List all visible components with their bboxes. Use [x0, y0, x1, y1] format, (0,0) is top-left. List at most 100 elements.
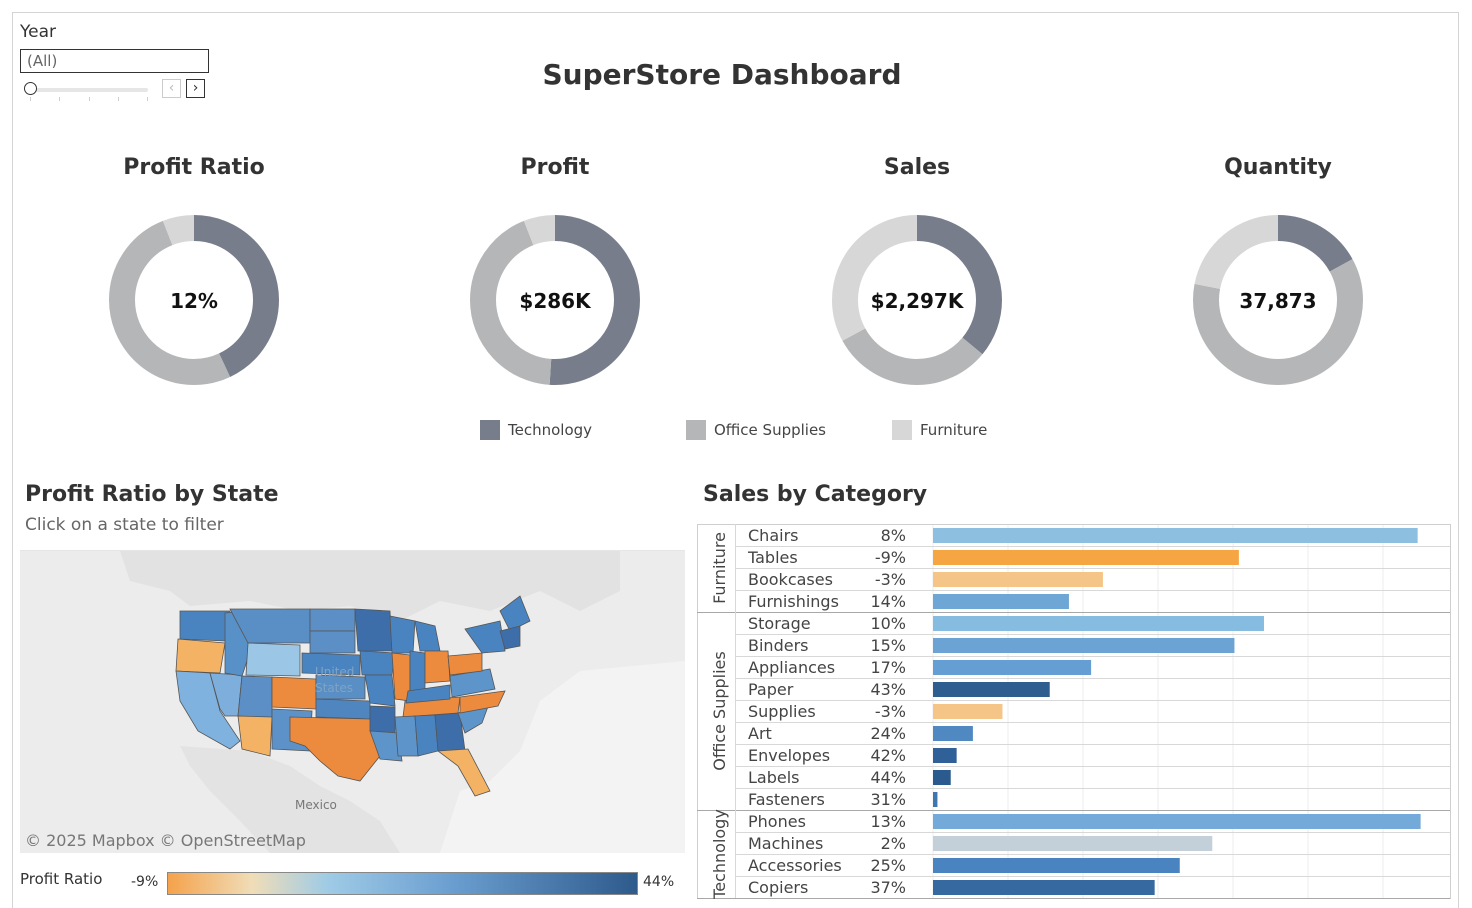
bar-fasteners[interactable]	[933, 792, 938, 807]
bar-chairs[interactable]	[933, 528, 1418, 543]
bar-chart-svg[interactable]: Chairs 8% Tables -9% Bookcases -3% Furnishings…	[697, 522, 1452, 902]
slider-tick	[147, 97, 148, 101]
donut-profit-ratio[interactable]	[108, 214, 280, 386]
kpi-value-quantity: 37,873	[1239, 289, 1317, 313]
bar-art[interactable]	[933, 726, 973, 741]
bar-profit-ratio-fasteners: 31%	[870, 790, 906, 809]
legend-swatch-office-supplies[interactable]	[686, 420, 706, 440]
bar-label-phones: Phones	[748, 812, 806, 831]
bar-appliances[interactable]	[933, 660, 1092, 675]
state-new-england[interactable]	[499, 625, 521, 650]
state-mississippi[interactable]	[394, 715, 419, 757]
year-slider-handle[interactable]	[24, 82, 37, 95]
bar-label-fasteners: Fasteners	[748, 790, 825, 809]
state-indiana[interactable]	[409, 650, 426, 694]
bar-profit-ratio-phones: 13%	[870, 812, 906, 831]
bar-envelopes[interactable]	[933, 748, 957, 763]
map-attribution[interactable]: © 2025 Mapbox © OpenStreetMap	[25, 831, 306, 850]
state-alabama[interactable]	[414, 714, 439, 757]
bar-copiers[interactable]	[933, 880, 1155, 895]
donut-segment-office-supplies[interactable]	[470, 215, 640, 385]
bar-profit-ratio-labels: 44%	[870, 768, 906, 787]
bar-profit-ratio-appliances: 17%	[870, 658, 906, 677]
donut-segment-furniture[interactable]	[470, 215, 640, 385]
bar-label-furnishings: Furnishings	[748, 592, 839, 611]
bar-phones[interactable]	[933, 814, 1421, 829]
bar-bookcases[interactable]	[933, 572, 1103, 587]
state-arkansas[interactable]	[369, 705, 396, 734]
state-minnesota[interactable]	[354, 608, 393, 652]
state-kentucky[interactable]	[405, 684, 451, 704]
state-colorado[interactable]	[271, 676, 317, 710]
bar-tables[interactable]	[933, 550, 1239, 565]
state-oklahoma[interactable]	[315, 698, 371, 720]
legend-swatch-technology[interactable]	[480, 420, 500, 440]
donut-segment-furniture[interactable]	[1193, 215, 1363, 385]
state-north-dakota[interactable]	[309, 608, 356, 632]
bar-label-storage: Storage	[748, 614, 811, 633]
legend-swatch-furniture[interactable]	[892, 420, 912, 440]
state-wisconsin[interactable]	[389, 615, 416, 654]
state-washington[interactable]	[179, 610, 231, 642]
bar-label-appliances: Appliances	[748, 658, 835, 677]
state-kansas[interactable]	[315, 674, 366, 700]
donut-quantity[interactable]	[1192, 214, 1364, 386]
legend-label-technology[interactable]: Technology	[508, 421, 593, 439]
chevron-right-icon[interactable]: ›	[186, 79, 205, 98]
map-canvas[interactable]: United States Mexico	[20, 551, 685, 853]
bar-label-art: Art	[748, 724, 772, 743]
bar-supplies[interactable]	[933, 704, 1003, 719]
donut-profit[interactable]	[469, 214, 641, 386]
state-missouri[interactable]	[364, 674, 396, 707]
bar-label-envelopes: Envelopes	[748, 746, 830, 765]
year-filter-dropdown[interactable]: (All)	[20, 49, 209, 73]
ocean	[440, 661, 685, 853]
category-label-technology: Technology	[710, 809, 729, 900]
bar-profit-ratio-machines: 2%	[881, 834, 906, 853]
state-louisiana[interactable]	[369, 730, 403, 762]
state-south-dakota[interactable]	[309, 630, 356, 654]
slider-tick	[30, 97, 31, 101]
donut-segment-office-supplies[interactable]	[109, 215, 279, 385]
profit-ratio-color-scale	[167, 872, 638, 895]
sales-by-category-chart[interactable]: Chairs 8% Tables -9% Bookcases -3% Furnishings…	[697, 522, 1452, 902]
donut-sales[interactable]	[831, 214, 1003, 386]
chevron-left-icon[interactable]: ‹	[162, 79, 181, 98]
legend-label-office-supplies[interactable]: Office Supplies	[714, 421, 827, 439]
state-wyoming[interactable]	[245, 642, 301, 677]
state-nebraska[interactable]	[301, 652, 361, 676]
bar-labels[interactable]	[933, 770, 951, 785]
kpi-value-profit-ratio: 12%	[170, 289, 218, 313]
bar-accessories[interactable]	[933, 858, 1180, 873]
state-map[interactable]: United States Mexico	[20, 550, 685, 853]
legend-label-furniture[interactable]: Furniture	[920, 421, 988, 439]
bar-paper[interactable]	[933, 682, 1050, 697]
bar-label-machines: Machines	[748, 834, 823, 853]
state-pennsylvania[interactable]	[447, 652, 483, 676]
state-new-york[interactable]	[464, 620, 506, 654]
donut-segment-furniture[interactable]	[832, 215, 1002, 385]
state-utah[interactable]	[237, 675, 273, 720]
map-label-us-2: States	[315, 681, 353, 695]
bar-profit-ratio-accessories: 25%	[870, 856, 906, 875]
year-slider-track[interactable]	[30, 88, 148, 92]
map-subtitle: Click on a state to filter	[25, 515, 224, 535]
bar-binders[interactable]	[933, 638, 1235, 653]
bar-profit-ratio-paper: 43%	[870, 680, 906, 699]
state-north-carolina[interactable]	[459, 690, 506, 714]
donut-segment-furniture[interactable]	[109, 215, 279, 385]
state-oregon[interactable]	[175, 638, 226, 674]
state-ohio[interactable]	[424, 650, 451, 684]
bar-furnishings[interactable]	[933, 594, 1069, 609]
state-arizona[interactable]	[237, 715, 273, 757]
donut-segment-office-supplies[interactable]	[832, 215, 1002, 385]
bar-storage[interactable]	[933, 616, 1264, 631]
donut-segment-office-supplies[interactable]	[1193, 215, 1363, 385]
us-states[interactable]	[175, 595, 531, 797]
state-maine[interactable]	[499, 595, 531, 632]
year-filter-label: Year	[20, 22, 56, 42]
bar-profit-ratio-art: 24%	[870, 724, 906, 743]
state-florida[interactable]	[436, 748, 491, 797]
bar-machines[interactable]	[933, 836, 1213, 851]
state-iowa[interactable]	[359, 650, 396, 676]
